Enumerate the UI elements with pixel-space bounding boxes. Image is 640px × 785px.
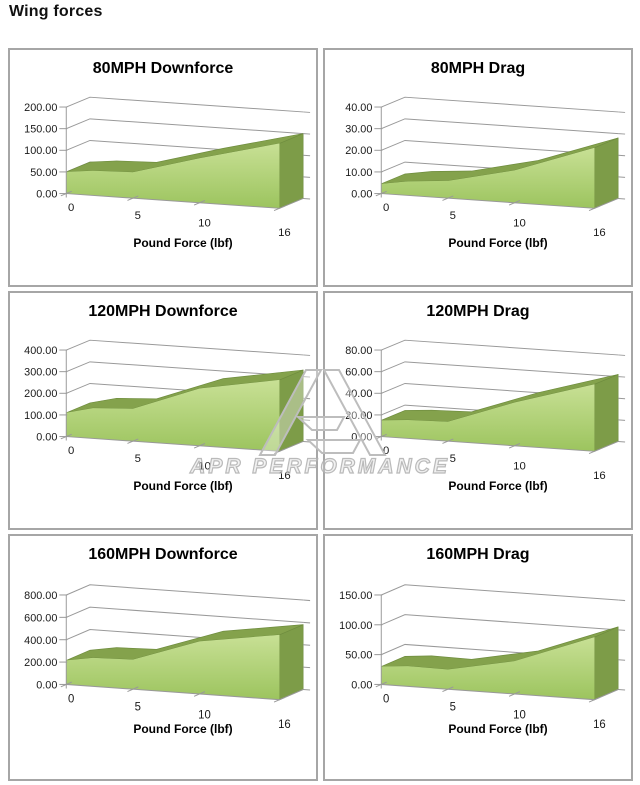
- x-axis-title: Pound Force (lbf): [448, 722, 548, 736]
- svg-text:40.00: 40.00: [345, 102, 372, 114]
- x-axis-title: Pound Force (lbf): [133, 479, 233, 493]
- svg-text:0.00: 0.00: [351, 189, 372, 201]
- svg-text:0: 0: [383, 445, 389, 457]
- chart-title: 120MPH Downforce: [88, 303, 238, 320]
- chart-title: 160MPH Downforce: [88, 546, 238, 563]
- charts-grid: 0.00 50.00 100.00 150.00 200.00 0 5 10 16 80MPH …: [8, 48, 633, 781]
- svg-text:150.00: 150.00: [24, 124, 57, 136]
- svg-text:16: 16: [593, 227, 606, 239]
- svg-text:400.00: 400.00: [24, 345, 57, 357]
- svg-text:16: 16: [278, 470, 291, 482]
- svg-text:16: 16: [593, 470, 606, 482]
- svg-text:16: 16: [278, 227, 291, 239]
- svg-text:5: 5: [450, 210, 456, 222]
- svg-text:80.00: 80.00: [345, 345, 372, 357]
- svg-text:0.00: 0.00: [36, 679, 57, 691]
- chart-panel-120mph-downforce: 0.00 100.00 200.00 300.00 400.00 0 5 10 16 120MP…: [8, 291, 318, 530]
- svg-text:16: 16: [593, 719, 606, 731]
- svg-text:10: 10: [513, 218, 526, 230]
- x-axis-title: Pound Force (lbf): [448, 479, 548, 493]
- svg-text:0: 0: [68, 694, 74, 706]
- svg-text:0.00: 0.00: [351, 679, 372, 691]
- svg-text:200.00: 200.00: [24, 388, 57, 400]
- x-axis-title: Pound Force (lbf): [133, 236, 233, 250]
- svg-text:800.00: 800.00: [24, 590, 57, 602]
- area-chart-160mph-drag: 0.00 50.00 100.00 150.00 0 5 10 16: [339, 584, 626, 731]
- chart-title: 80MPH Drag: [430, 60, 526, 77]
- chart-title: 120MPH Drag: [426, 303, 530, 320]
- area-chart-80mph-downforce: 0.00 50.00 100.00 150.00 200.00 0 5 10 16: [24, 96, 311, 239]
- svg-text:200.00: 200.00: [24, 102, 57, 114]
- svg-text:100.00: 100.00: [339, 620, 372, 632]
- svg-text:10: 10: [198, 218, 211, 230]
- svg-text:20.00: 20.00: [345, 410, 372, 422]
- svg-text:300.00: 300.00: [24, 367, 57, 379]
- svg-text:40.00: 40.00: [345, 388, 372, 400]
- svg-text:50.00: 50.00: [345, 650, 372, 662]
- svg-text:5: 5: [450, 453, 456, 465]
- svg-text:10: 10: [513, 709, 526, 721]
- svg-text:150.00: 150.00: [339, 590, 372, 602]
- svg-text:10: 10: [198, 709, 211, 721]
- svg-text:100.00: 100.00: [24, 410, 57, 422]
- chart-panel-80mph-drag: 0.00 10.00 20.00 30.00 40.00 0 5 10 16 80MPH Dra…: [323, 48, 633, 287]
- svg-text:30.00: 30.00: [345, 124, 372, 136]
- svg-text:0: 0: [68, 445, 74, 457]
- chart-panel-160mph-downforce: 0.00 200.00 400.00 600.00 800.00 0 5 10 16 160MP…: [8, 534, 318, 781]
- x-axis-title: Pound Force (lbf): [133, 722, 233, 736]
- svg-text:100.00: 100.00: [24, 145, 57, 157]
- svg-text:5: 5: [450, 702, 456, 714]
- svg-text:0: 0: [383, 202, 389, 214]
- chart-title: 80MPH Downforce: [92, 60, 234, 77]
- svg-text:5: 5: [135, 210, 141, 222]
- svg-text:0.00: 0.00: [36, 189, 57, 201]
- chart-panel-80mph-downforce: 0.00 50.00 100.00 150.00 200.00 0 5 10 16 80MPH …: [8, 48, 318, 287]
- svg-text:600.00: 600.00: [24, 612, 57, 624]
- area-chart-80mph-drag: 0.00 10.00 20.00 30.00 40.00 0 5 10 16: [345, 96, 626, 239]
- svg-text:20.00: 20.00: [345, 145, 372, 157]
- svg-text:0.00: 0.00: [351, 432, 372, 444]
- area-chart-160mph-downforce: 0.00 200.00 400.00 600.00 800.00 0 5 10 16: [24, 584, 311, 731]
- chart-panel-120mph-drag: 0.00 20.00 40.00 60.00 80.00 0 5 10 16 120MPH Dr…: [323, 291, 633, 530]
- svg-text:0: 0: [383, 694, 389, 706]
- svg-text:10.00: 10.00: [345, 167, 372, 179]
- svg-text:50.00: 50.00: [30, 167, 57, 179]
- x-axis-title: Pound Force (lbf): [448, 236, 548, 250]
- chart-panel-160mph-drag: 0.00 50.00 100.00 150.00 0 5 10 16 160MPH Drag …: [323, 534, 633, 781]
- svg-text:16: 16: [278, 719, 291, 731]
- page-title: Wing forces: [9, 3, 103, 20]
- svg-text:5: 5: [135, 453, 141, 465]
- svg-text:200.00: 200.00: [24, 657, 57, 669]
- svg-text:0: 0: [68, 202, 74, 214]
- svg-text:10: 10: [198, 461, 211, 473]
- svg-text:60.00: 60.00: [345, 367, 372, 379]
- svg-text:10: 10: [513, 461, 526, 473]
- svg-text:0.00: 0.00: [36, 432, 57, 444]
- svg-text:400.00: 400.00: [24, 635, 57, 647]
- svg-text:5: 5: [135, 702, 141, 714]
- chart-title: 160MPH Drag: [426, 546, 530, 563]
